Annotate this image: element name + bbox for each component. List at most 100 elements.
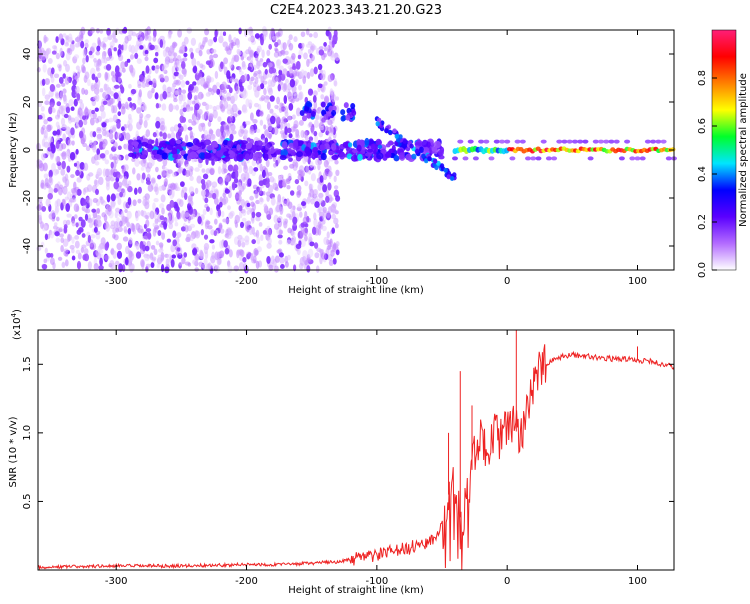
spectrogram-cell [236, 144, 241, 151]
spectrogram-cell [79, 109, 84, 116]
spectrogram-cell [155, 120, 161, 129]
spectrogram-cell [177, 123, 182, 128]
spectrogram-cell [173, 52, 178, 58]
spectrogram-cell [81, 233, 86, 238]
spectrogram-cell [124, 101, 129, 110]
spectrogram-cell [298, 119, 304, 126]
spectrogram-cell [61, 151, 67, 160]
spectrogram-cell [229, 77, 235, 83]
spectrogram-cell [113, 84, 120, 89]
spectrogram-cell [328, 170, 333, 177]
spectrogram-cell [186, 233, 191, 241]
spectrogram-cell [228, 249, 233, 258]
spectrogram-cell [168, 222, 174, 230]
spectrogram-cell [304, 223, 309, 228]
spectrogram-cell [384, 151, 392, 159]
spectrogram-cell [295, 60, 301, 70]
spectrogram-cell [551, 156, 558, 161]
spectrogram-cell [433, 158, 438, 164]
spectrogram-cell [108, 131, 113, 140]
spectrogram-cell [335, 249, 340, 256]
spectrogram-cell [253, 70, 259, 76]
spectrogram-cell [117, 76, 122, 83]
spectrogram-cell [98, 265, 104, 271]
spectrogram-cell [144, 198, 150, 205]
spectrogram-cell [261, 49, 265, 58]
spectrogram-cell [247, 46, 252, 55]
spectrogram-cell [603, 139, 610, 144]
spectrogram-cell [317, 163, 321, 171]
snr-y-axis-label: SNR (10 * v/v) [8, 416, 19, 487]
spectrogram-cell [51, 50, 57, 55]
spectrogram-cell [63, 113, 69, 119]
spectrogram-cell [129, 102, 133, 108]
spectrogram-cell [44, 233, 49, 241]
spectrogram-cell [159, 73, 164, 80]
spectrogram-cell [326, 126, 332, 134]
spectrogram-cell [58, 76, 64, 84]
spectrogram-cell [124, 143, 130, 151]
spectrogram-cell [331, 208, 337, 214]
spectrogram-cell [96, 208, 100, 214]
spectrogram-cell [215, 128, 222, 137]
spectrogram-cell [333, 53, 338, 59]
spectrogram-cell [101, 121, 107, 128]
spectrogram-cell [38, 40, 42, 49]
spectrogram-cell [199, 44, 205, 50]
spectrogram-cell [181, 256, 186, 265]
spectrogram-cell [65, 126, 71, 135]
spectrogram-cell [323, 159, 329, 168]
spectrogram-cell [92, 95, 98, 101]
spectrogram-cell [133, 187, 138, 195]
spectrogram-cell [271, 67, 277, 74]
spectrogram-cell [204, 110, 210, 116]
spectrogram-cell [167, 32, 172, 40]
spectrogram-cell [295, 107, 301, 117]
spectrogram-cell [306, 265, 311, 273]
spectrogram-cell [110, 90, 114, 97]
spectrogram-cell [94, 161, 100, 166]
spectrogram-cell [130, 264, 135, 272]
spectrogram-cell [127, 123, 133, 132]
spectrogram-cell [107, 47, 112, 57]
spectrogram-cell [245, 98, 250, 107]
spectrogram-cell [48, 176, 54, 186]
spectrogram-cell [205, 60, 212, 66]
spectrogram-cell [174, 221, 179, 227]
spectrogram-cell [92, 197, 99, 204]
spectrogram-cell [112, 114, 118, 123]
spectrogram-cell [241, 241, 246, 248]
spectrogram-cell [210, 88, 215, 96]
spectrogram-cell [137, 97, 142, 106]
spectrogram-cell [297, 173, 303, 181]
spectrogram-cell [327, 48, 333, 57]
spectrogram-cell [181, 68, 187, 75]
spectrogram-cell [49, 257, 55, 265]
spectrogram-cell [192, 65, 198, 74]
spectrogram-cell [46, 252, 52, 258]
spectrogram-cell [267, 62, 273, 68]
spectrogram-cell [44, 53, 49, 60]
spectrogram-cell [155, 166, 159, 173]
spectrogram-cell [223, 57, 229, 65]
spectrogram-cell [129, 252, 135, 261]
spectrogram-cell [218, 178, 224, 186]
spectrogram-cell [232, 105, 238, 112]
spectrogram-cell [370, 143, 378, 150]
spectrogram-cell [170, 182, 176, 191]
spectrogram-cell [178, 261, 183, 266]
spectrogram-cell [244, 239, 250, 246]
spectrogram-cell [335, 195, 341, 202]
spectrogram-cell [318, 248, 325, 254]
spectrogram-cell [294, 179, 300, 185]
spectrogram-cell [201, 189, 206, 197]
spectrogram-cell [167, 133, 171, 139]
spectrogram-cell [258, 222, 263, 227]
spectrogram-cell [237, 110, 242, 115]
spectrogram-cell [238, 128, 244, 138]
spectrogram-cell [323, 42, 327, 47]
spectrogram-cell [152, 256, 157, 261]
spectrogram-cell [151, 65, 156, 71]
spectrogram-cell [227, 164, 234, 172]
spectrogram-cell [141, 172, 146, 180]
